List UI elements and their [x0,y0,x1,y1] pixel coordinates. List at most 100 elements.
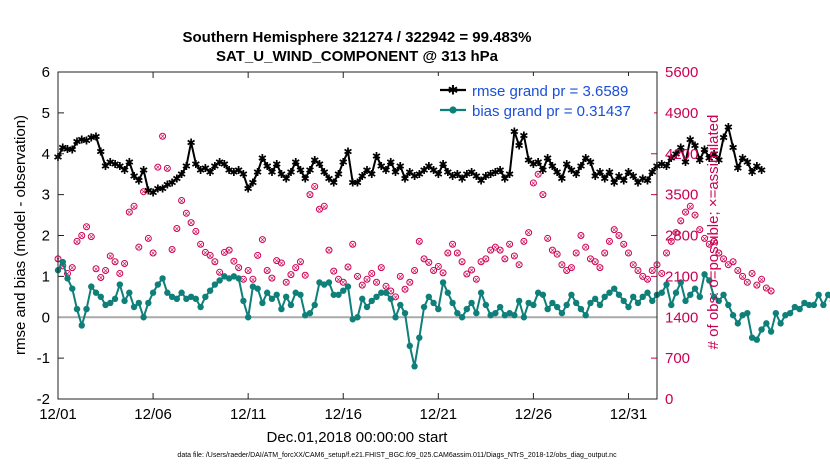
obs-assimilated-point: × [569,264,574,273]
obs-possible-point [263,267,271,275]
rmse-point: ✱ [476,175,485,187]
obs-assimilated-point: × [241,275,246,284]
rmse-point: ✱ [310,155,319,167]
obs-possible-point [401,285,409,293]
obs-assimilated-point: × [512,252,517,261]
obs-possible-point [411,267,419,275]
x-tick-label: 12/31 [610,406,648,423]
chart-title: Southern Hemisphere 321274 / 322942 = 99… [183,29,532,46]
obs-assimilated-point: × [298,258,303,267]
rmse-point: ✱ [244,183,253,195]
obs-assimilated-point: × [236,264,241,273]
rmse-point: ✱ [709,149,718,161]
obs-assimilated-point: × [350,240,355,249]
obs-possible-point [515,261,523,269]
obs-assimilated-point: × [141,188,146,197]
obs-possible-point [748,269,756,277]
obs-assimilated-point: × [84,223,89,232]
obs-assimilated-point: × [503,255,508,264]
obs-assimilated-point: × [274,257,279,266]
obs-possible-point [192,227,200,235]
rmse-point: ✱ [576,161,585,173]
rmse-point: ✱ [605,167,614,179]
rmse-point: ✱ [453,169,462,181]
obs-assimilated-point: × [465,270,470,279]
bias-point [596,301,604,309]
rmse-point: ✱ [419,165,428,177]
plot-frame [57,71,658,400]
bias-point [758,326,765,333]
y-tick-label: 1 [42,268,50,285]
obs-possible-point [258,236,266,244]
obs-assimilated-point: × [317,205,322,214]
obs-possible-point [83,223,91,231]
obs-possible-point [140,188,148,196]
obs-assimilated-point: × [583,243,588,252]
bias-point [382,289,390,296]
rmse-point: ✱ [462,169,471,181]
rmse-point: ✱ [158,183,167,195]
x-tick-label: 12/01 [39,406,77,423]
obs-possible-point [230,257,238,265]
bias-point [311,301,318,309]
obs-assimilated-point: × [312,182,317,191]
rmse-point: ✱ [534,157,543,169]
bias-point [59,258,66,266]
bias-point [325,279,333,286]
bias-point [107,299,114,307]
obs-assimilated-point: × [136,243,141,252]
obs-possible-point [610,226,618,234]
rmse-point: ✱ [144,186,153,198]
bias-point [553,303,561,311]
rmse-point: ✱ [538,165,547,177]
obs-assimilated-point: × [669,237,674,246]
bias-point [449,299,456,307]
obs-assimilated-point: × [721,255,726,264]
obs-assimilated-point: × [636,267,641,276]
rmse-point: ✱ [738,153,747,165]
rmse-point: ✱ [167,177,176,189]
obs-assimilated-point: × [683,208,688,217]
obs-possible-point [620,240,628,248]
bias-point [544,305,551,313]
bias-point [492,309,499,317]
obs-possible-point [539,191,547,199]
rmse-point: ✱ [467,167,476,179]
obs-possible-point [363,275,371,283]
obs-assimilated-point: × [754,281,759,290]
legend: ✱ rmse grand pr = 3.6589 bias grand pr =… [436,76,654,122]
obs-assimilated-point: × [574,249,579,258]
obs-assimilated-point: × [94,265,99,274]
rmse-point: ✱ [272,159,281,171]
obs-assimilated-point: × [60,262,65,271]
obs-possible-point [510,252,518,260]
obs-assimilated-point: × [517,261,522,270]
obs-possible-point [739,272,747,280]
obs-possible-point [496,246,504,254]
rmse-point: ✱ [296,165,305,177]
bias-point [644,289,651,296]
bias-point [88,283,95,290]
x-tick-label: 12/16 [324,406,362,423]
rmse-point: ✱ [581,153,590,165]
obs-assimilated-point: × [484,255,489,264]
rmse-point: ✱ [676,143,685,155]
bias-point [587,299,594,307]
obs-assimilated-point: × [279,259,284,268]
bias-point [734,320,742,327]
rmse-point: ✱ [648,167,657,179]
rmse-point: ✱ [643,175,652,187]
obs-possible-point [235,264,243,272]
rmse-point: ✱ [572,169,581,181]
obs-possible-point [225,246,233,254]
obs-assimilated-point: × [255,251,260,260]
obs-possible-point [449,240,457,248]
obs-assimilated-point: × [308,191,313,200]
obs-possible-point [701,234,709,242]
y-tick-label: 0 [42,309,50,326]
rmse-point: ✱ [510,126,519,138]
rmse-point: ✱ [267,167,276,179]
rmse-point: ✱ [153,183,162,195]
rmse-point: ✱ [500,173,509,185]
bias-point [244,314,252,321]
